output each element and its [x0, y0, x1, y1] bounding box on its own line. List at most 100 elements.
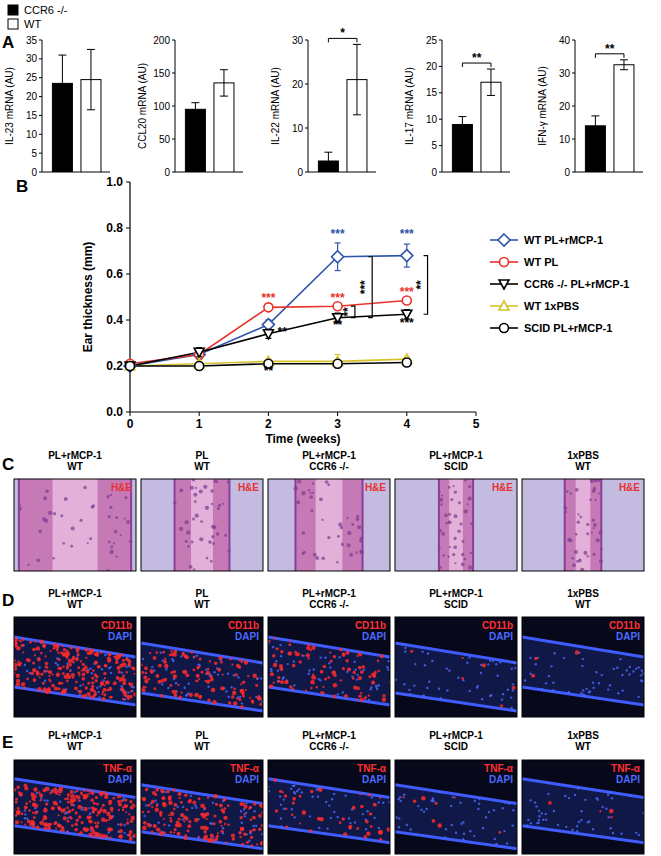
- nucleus: [294, 792, 296, 794]
- cell: [341, 544, 344, 547]
- stained-cell: [368, 675, 371, 678]
- stained-cell: [95, 679, 98, 682]
- stained-cell: [373, 803, 377, 807]
- stained-cell: [240, 827, 245, 832]
- nucleus: [477, 685, 479, 687]
- cell: [195, 487, 197, 489]
- stained-cell: [151, 800, 155, 804]
- image-background: [395, 617, 517, 717]
- nucleus: [439, 697, 441, 699]
- nucleus: [446, 689, 448, 691]
- cell: [60, 514, 63, 517]
- nucleus: [366, 810, 368, 812]
- nucleus: [244, 815, 246, 817]
- cell: [572, 563, 576, 567]
- nucleus: [413, 684, 415, 686]
- stained-cell: [168, 797, 172, 801]
- error-line: [490, 69, 491, 95]
- y-axis-label: IL-23 mRNA (AU): [4, 67, 15, 145]
- stained-cell: [52, 673, 54, 675]
- nucleus: [628, 673, 630, 675]
- stained-cell: [87, 789, 90, 792]
- stained-cell: [306, 653, 310, 657]
- nucleus: [252, 825, 254, 827]
- tissue: [141, 785, 263, 849]
- nucleus: [67, 817, 69, 819]
- cell: [577, 513, 579, 515]
- nucleus: [145, 804, 147, 806]
- stained-cell: [80, 660, 82, 662]
- stained-cell: [500, 704, 503, 707]
- stained-cell: [209, 660, 211, 662]
- x-tick-label: 1: [196, 417, 203, 431]
- stained-cell: [172, 690, 176, 694]
- stained-cell: [96, 822, 99, 825]
- cell: [206, 557, 209, 560]
- nucleus: [474, 800, 476, 802]
- stained-cell: [78, 799, 80, 801]
- cell: [309, 492, 311, 494]
- stained-cell: [258, 697, 262, 701]
- stain-label: DAPI: [616, 631, 640, 642]
- cell: [575, 488, 579, 492]
- bars: [318, 44, 367, 172]
- nucleus: [478, 803, 480, 805]
- nucleus: [607, 688, 609, 690]
- stained-cell: [253, 802, 256, 805]
- nuclei-edge: [14, 687, 136, 705]
- legend-label: WT 1xPBS: [524, 300, 579, 312]
- nucleus: [595, 671, 597, 673]
- y-tick-label: 200: [153, 35, 170, 46]
- error-cap: [335, 242, 341, 243]
- stained-cell: [49, 792, 52, 795]
- stained-cell: [220, 830, 223, 833]
- bar: [185, 109, 205, 172]
- nucleus: [502, 807, 504, 809]
- panel-title: SCID: [444, 461, 468, 472]
- stained-cell: [83, 694, 87, 698]
- error-bar: [191, 103, 199, 116]
- stained-cell: [55, 645, 59, 649]
- nucleus: [426, 808, 428, 810]
- stained-cell: [342, 653, 346, 657]
- stained-cell: [56, 649, 59, 652]
- panel-title: SCID: [444, 599, 468, 610]
- stained-cell: [118, 670, 121, 673]
- nucleus: [97, 691, 99, 693]
- stained-cell: [91, 681, 94, 684]
- panel-title: PL+rMCP-1: [302, 588, 356, 599]
- y-axis: [442, 40, 443, 172]
- stained-cell: [210, 678, 214, 682]
- nucleus: [79, 799, 81, 801]
- y-tick-label: 10: [426, 114, 438, 125]
- cell: [325, 480, 329, 484]
- y-tick-label: 20: [559, 101, 571, 112]
- micrograph: [522, 479, 644, 571]
- y-tick-label: 20: [26, 91, 38, 102]
- nucleus: [488, 811, 490, 813]
- stained-cell: [183, 815, 187, 819]
- stained-cell: [231, 834, 235, 838]
- stained-cell: [57, 666, 61, 670]
- stained-cell: [188, 820, 191, 823]
- stained-cell: [151, 831, 154, 834]
- cell: [577, 520, 580, 523]
- nucleus: [529, 673, 531, 675]
- cell: [199, 489, 203, 493]
- stained-cell: [94, 673, 97, 676]
- stain-label: TNF-α: [357, 763, 387, 774]
- stained-cell: [223, 798, 226, 801]
- stained-cell: [359, 653, 362, 656]
- nucleus: [641, 670, 643, 672]
- stained-cell: [196, 674, 200, 678]
- cell: [461, 562, 465, 566]
- nucleus: [81, 809, 83, 811]
- cell: [106, 495, 109, 498]
- stained-cell: [122, 692, 124, 694]
- nucleus: [371, 796, 373, 798]
- nucleus: [503, 830, 505, 832]
- stained-cell: [273, 778, 277, 782]
- cell: [461, 553, 465, 557]
- stained-cell: [54, 821, 57, 824]
- stained-cell: [111, 809, 113, 811]
